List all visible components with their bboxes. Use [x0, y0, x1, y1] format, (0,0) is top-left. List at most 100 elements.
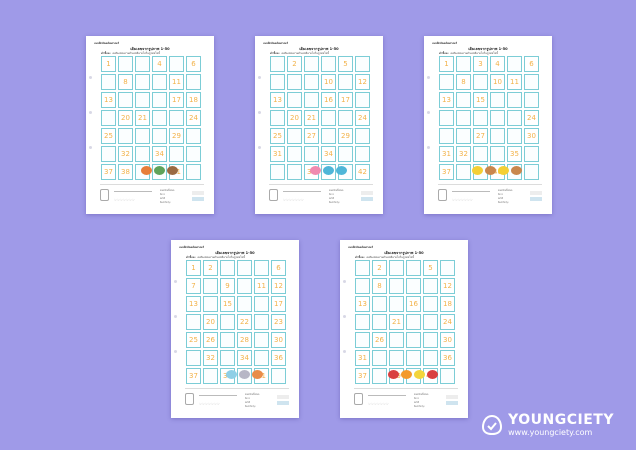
blank-cell[interactable] — [439, 110, 454, 126]
check-option[interactable]: ต้องปรับปรุง — [245, 406, 256, 408]
blank-cell[interactable] — [304, 56, 319, 72]
worksheet-card-3[interactable]: แบบฝึกหัดคณิตศาสตร์ เติมเลขจากรูปภาพ 1-50… — [424, 36, 552, 214]
check-option[interactable]: ดีมาก — [160, 194, 165, 196]
blank-cell[interactable] — [270, 56, 285, 72]
check-option[interactable]: ต้องปรับปรุง — [498, 202, 509, 204]
blank-cell[interactable] — [203, 296, 218, 312]
blank-cell[interactable] — [118, 128, 133, 144]
worksheet-card-4[interactable]: แบบฝึกหัดคณิตศาสตร์ เติมเลขจากรูปภาพ 1-50… — [171, 240, 299, 418]
blank-cell[interactable] — [152, 92, 167, 108]
blank-cell[interactable] — [254, 260, 269, 276]
blank-cell[interactable] — [304, 146, 319, 162]
blank-cell[interactable] — [372, 314, 387, 330]
blank-cell[interactable] — [406, 350, 421, 366]
blank-cell[interactable] — [524, 164, 539, 180]
blank-cell[interactable] — [423, 296, 438, 312]
blank-cell[interactable] — [271, 368, 286, 384]
blank-cell[interactable] — [186, 128, 201, 144]
blank-cell[interactable] — [406, 260, 421, 276]
blank-cell[interactable] — [406, 332, 421, 348]
blank-cell[interactable] — [473, 146, 488, 162]
blank-cell[interactable] — [406, 314, 421, 330]
blank-cell[interactable] — [372, 368, 387, 384]
blank-cell[interactable] — [203, 368, 218, 384]
blank-cell[interactable] — [270, 110, 285, 126]
blank-cell[interactable] — [321, 56, 336, 72]
blank-cell[interactable] — [490, 128, 505, 144]
blank-cell[interactable] — [304, 92, 319, 108]
blank-cell[interactable] — [186, 146, 201, 162]
blank-cell[interactable] — [287, 92, 302, 108]
blank-cell[interactable] — [152, 74, 167, 90]
blank-cell[interactable] — [237, 296, 252, 312]
check-option[interactable]: พอใช้ — [498, 198, 503, 200]
blank-cell[interactable] — [355, 56, 370, 72]
blank-cell[interactable] — [135, 128, 150, 144]
blank-cell[interactable] — [152, 110, 167, 126]
blank-cell[interactable] — [101, 74, 116, 90]
blank-cell[interactable] — [490, 110, 505, 126]
blank-cell[interactable] — [355, 260, 370, 276]
blank-cell[interactable] — [389, 278, 404, 294]
blank-cell[interactable] — [406, 278, 421, 294]
blank-cell[interactable] — [355, 128, 370, 144]
blank-cell[interactable] — [287, 164, 302, 180]
blank-cell[interactable] — [220, 332, 235, 348]
blank-cell[interactable] — [254, 314, 269, 330]
blank-cell[interactable] — [135, 92, 150, 108]
blank-cell[interactable] — [304, 74, 319, 90]
blank-cell[interactable] — [338, 146, 353, 162]
blank-cell[interactable] — [473, 74, 488, 90]
blank-cell[interactable] — [372, 296, 387, 312]
blank-cell[interactable] — [507, 56, 522, 72]
worksheet-card-5[interactable]: แบบฝึกหัดคณิตศาสตร์ เติมเลขจากรูปภาพ 1-50… — [340, 240, 468, 418]
check-option[interactable]: ยอดเยี่ยมทั้งหมด — [245, 394, 260, 396]
blank-cell[interactable] — [507, 128, 522, 144]
blank-cell[interactable] — [186, 314, 201, 330]
blank-cell[interactable] — [220, 314, 235, 330]
blank-cell[interactable] — [355, 278, 370, 294]
blank-cell[interactable] — [355, 146, 370, 162]
blank-cell[interactable] — [101, 146, 116, 162]
check-option[interactable]: ดีมาก — [329, 194, 334, 196]
blank-cell[interactable] — [355, 314, 370, 330]
check-option[interactable]: ดีมาก — [414, 398, 419, 400]
check-option[interactable]: พอใช้ — [329, 198, 334, 200]
blank-cell[interactable] — [338, 110, 353, 126]
blank-cell[interactable] — [440, 260, 455, 276]
blank-cell[interactable] — [355, 332, 370, 348]
blank-cell[interactable] — [287, 128, 302, 144]
check-option[interactable]: ยอดเยี่ยมทั้งหมด — [160, 190, 175, 192]
blank-cell[interactable] — [135, 56, 150, 72]
blank-cell[interactable] — [490, 92, 505, 108]
blank-cell[interactable] — [423, 332, 438, 348]
blank-cell[interactable] — [135, 146, 150, 162]
blank-cell[interactable] — [473, 110, 488, 126]
blank-cell[interactable] — [524, 146, 539, 162]
blank-cell[interactable] — [169, 56, 184, 72]
blank-cell[interactable] — [101, 110, 116, 126]
blank-cell[interactable] — [507, 110, 522, 126]
blank-cell[interactable] — [270, 164, 285, 180]
blank-cell[interactable] — [220, 260, 235, 276]
blank-cell[interactable] — [456, 92, 471, 108]
blank-cell[interactable] — [169, 110, 184, 126]
check-option[interactable]: พอใช้ — [160, 198, 165, 200]
blank-cell[interactable] — [524, 74, 539, 90]
youngciety-logo[interactable]: YOUNGCIETY www.youngciety.com — [482, 412, 614, 438]
check-option[interactable]: ยอดเยี่ยมทั้งหมด — [414, 394, 429, 396]
blank-cell[interactable] — [254, 350, 269, 366]
blank-cell[interactable] — [389, 296, 404, 312]
blank-cell[interactable] — [321, 110, 336, 126]
worksheet-card-2[interactable]: แบบฝึกหัดคณิตศาสตร์ เติมเลขจากรูปภาพ 1-50… — [255, 36, 383, 214]
blank-cell[interactable] — [372, 350, 387, 366]
check-option[interactable]: ดีมาก — [245, 398, 250, 400]
worksheet-card-1[interactable]: แบบฝึกหัดคณิตศาสตร์ เติมเลขจากรูปภาพ 1-50… — [86, 36, 214, 214]
check-option[interactable]: ยอดเยี่ยมทั้งหมด — [498, 190, 513, 192]
blank-cell[interactable] — [169, 146, 184, 162]
blank-cell[interactable] — [203, 278, 218, 294]
blank-cell[interactable] — [456, 164, 471, 180]
blank-cell[interactable] — [524, 92, 539, 108]
blank-cell[interactable] — [287, 146, 302, 162]
blank-cell[interactable] — [389, 260, 404, 276]
